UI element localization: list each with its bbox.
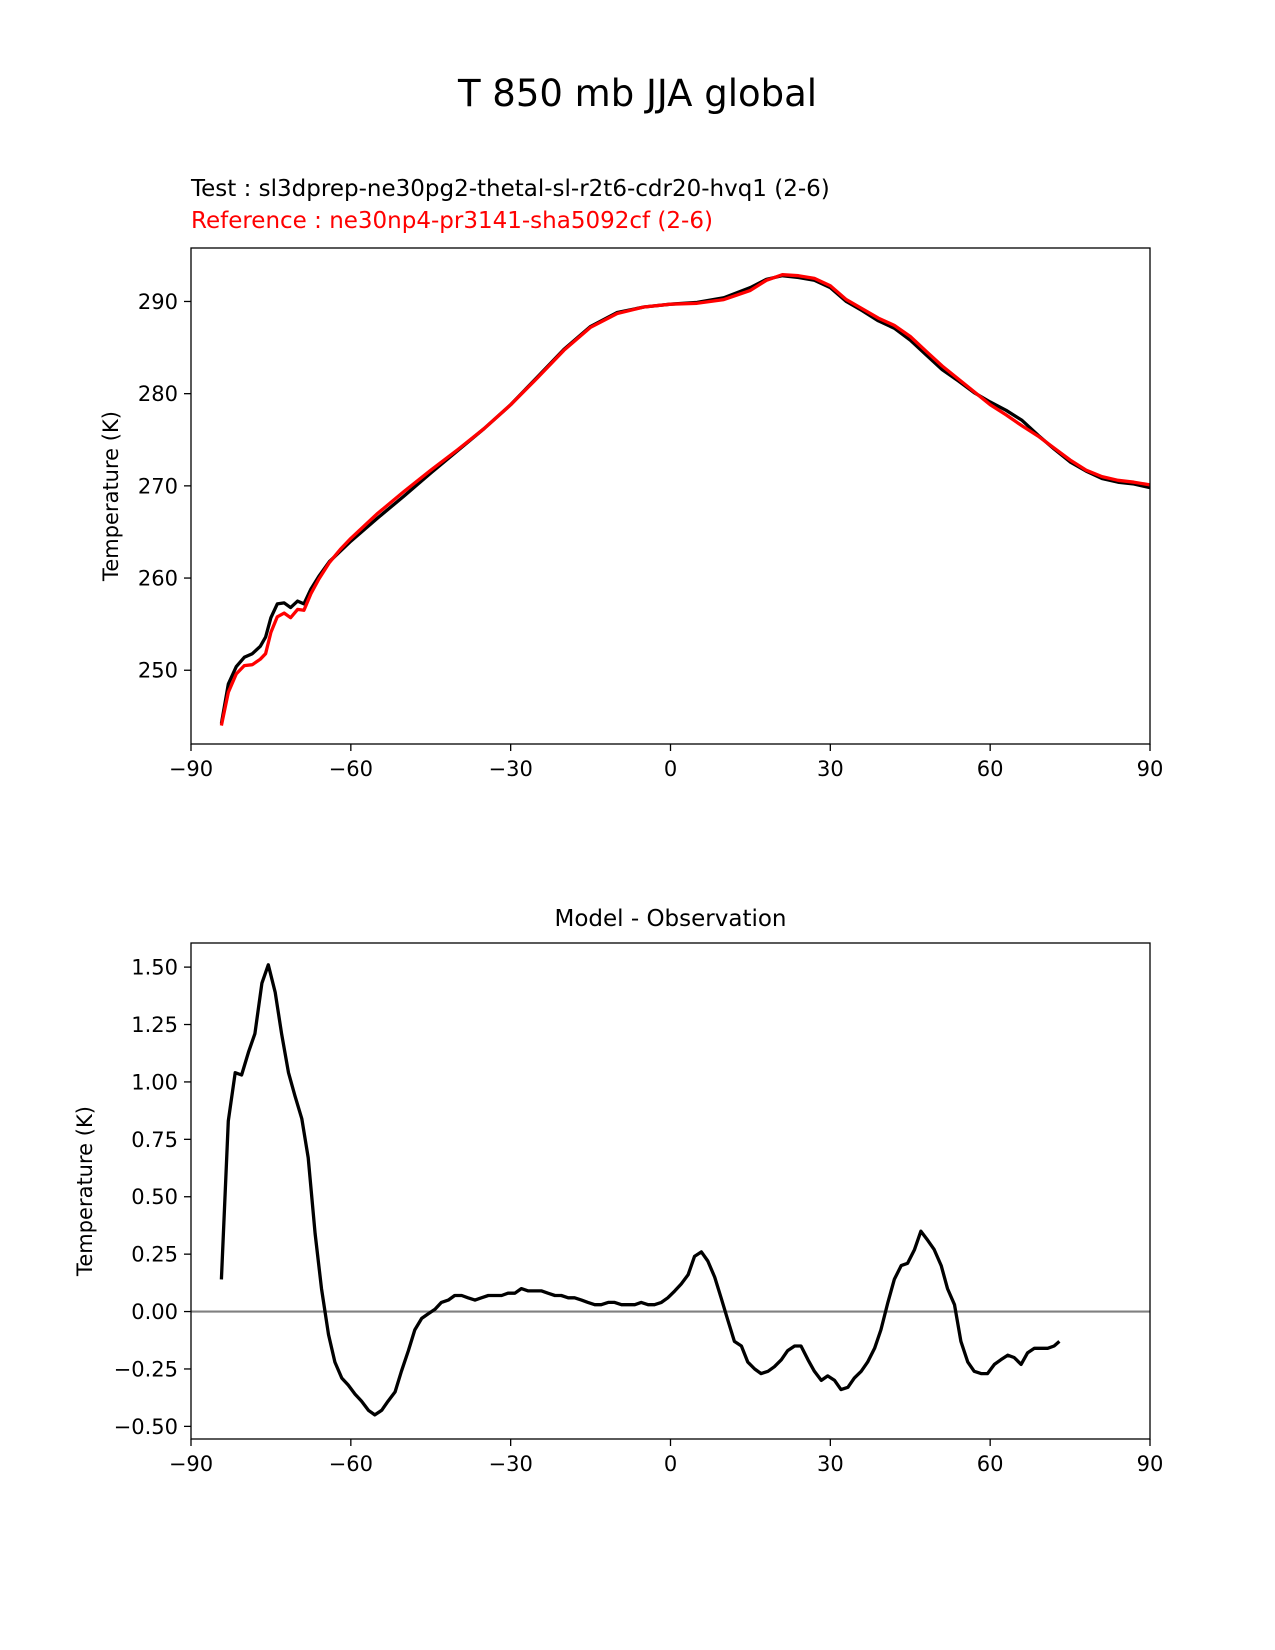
difference-series-line	[219, 963, 1061, 1417]
test-dataset-label: Test : sl3dprep-ne30pg2-thetal-sl-r2t6-c…	[191, 176, 830, 202]
y-tick-label: 260	[138, 567, 178, 591]
plot-frame	[190, 247, 1151, 745]
x-tick-label: −90	[169, 757, 213, 781]
figure-title: T 850 mb JJA global	[457, 72, 818, 115]
y-tick-label: 1.50	[131, 956, 178, 980]
y-tick-label: 1.25	[131, 1013, 178, 1037]
x-tick-label: −60	[329, 757, 373, 781]
x-tick-label: 30	[817, 1452, 844, 1476]
reference-series-line	[219, 273, 1151, 726]
y-axis-label: Temperature (K)	[73, 1106, 97, 1277]
y-tick-label: 290	[138, 290, 178, 314]
y-tick-label: 250	[138, 659, 178, 683]
y-tick-label: −0.25	[114, 1357, 178, 1381]
y-tick-label: 0.00	[131, 1300, 178, 1324]
x-tick-label: 30	[817, 757, 844, 781]
y-tick-label: 1.00	[131, 1070, 178, 1094]
x-tick-label: 90	[1137, 757, 1164, 781]
x-tick-label: −30	[489, 757, 533, 781]
reference-dataset-label: Reference : ne30np4-pr3141-sha5092cf (2-…	[191, 208, 713, 234]
y-tick-label: 0.25	[131, 1243, 178, 1267]
x-tick-label: 0	[664, 1452, 677, 1476]
y-axis-label: Temperature (K)	[99, 411, 123, 582]
y-tick-label: −0.50	[114, 1415, 178, 1439]
test-series-line	[219, 274, 1151, 724]
top-plot-axes: −90 −60 −30 0 30 60 90 250 260 270 280 290 Temperatu…	[99, 247, 1164, 781]
y-tick-label: 280	[138, 382, 178, 406]
y-tick-label: 270	[138, 474, 178, 498]
y-tick-label: 0.50	[131, 1185, 178, 1209]
y-tick-label: 0.75	[131, 1128, 178, 1152]
x-tick-label: 90	[1137, 1452, 1164, 1476]
x-tick-label: −60	[329, 1452, 373, 1476]
x-tick-label: 60	[977, 1452, 1004, 1476]
x-tick-label: 0	[664, 757, 677, 781]
x-tick-label: −90	[169, 1452, 213, 1476]
x-tick-label: −30	[489, 1452, 533, 1476]
bottom-plot-axes: −90 −60 −30 0 30 60 90 −0.50 −0.25 0.00 0.25 0.50 0.…	[73, 942, 1164, 1476]
x-tick-label: 60	[977, 757, 1004, 781]
difference-plot-title: Model - Observation	[554, 906, 787, 932]
